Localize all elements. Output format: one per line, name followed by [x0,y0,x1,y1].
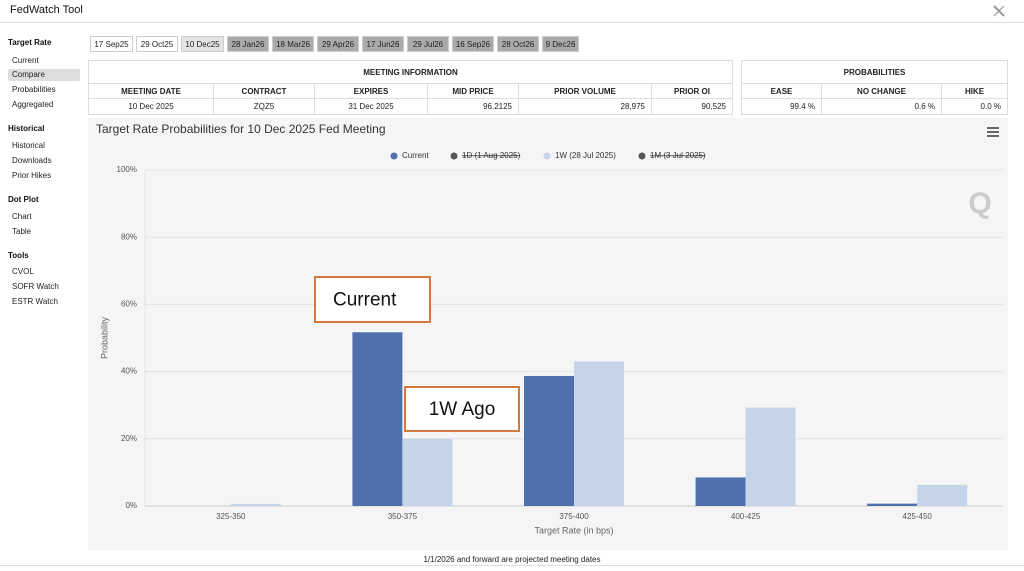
table-cell: 99.4 % [741,99,822,115]
x-tick-label: 425-450 [903,512,933,521]
y-tick-label: 100% [117,165,137,174]
sidebar-item[interactable]: Prior Hikes [12,171,52,180]
table-header: CONTRACT [214,84,315,99]
legend-label[interactable]: 1D (1 Aug 2025) [462,151,521,160]
table-header: PRIOR VOLUME [519,84,652,99]
bar [867,503,918,506]
table-group-header: MEETING INFORMATION [88,60,733,84]
y-tick-label: 80% [121,232,137,241]
bar [917,484,968,506]
legend-label[interactable]: 1M (3 Jul 2025) [650,151,706,160]
sidebar-item[interactable]: Downloads [12,156,52,165]
date-tab[interactable]: 29 Apr26 [317,36,359,52]
sidebar-section-title: Historical [8,124,45,133]
date-tab[interactable]: 17 Jun26 [362,36,404,52]
bar [230,503,281,506]
sidebar-item[interactable]: Historical [12,141,45,150]
table-cell: 0.0 % [942,99,1008,115]
annotation-text: Current [333,290,397,311]
x-tick-label: 325-350 [216,512,246,521]
date-tab[interactable]: 29 Jul26 [407,36,449,52]
table-header: HIKE [942,84,1008,99]
bar [402,438,453,506]
table-header: EASE [741,84,822,99]
footnote: 1/1/2026 and forward are projected meeti… [423,555,601,564]
date-tab[interactable]: 9 Dec26 [542,36,579,52]
y-tick-label: 0% [125,501,137,510]
y-axis-title: Probability [99,316,109,359]
x-tick-label: 400-425 [731,512,761,521]
date-tab[interactable]: 18 Mar26 [272,36,314,52]
date-tab[interactable]: 10 Dec25 [181,36,224,52]
bar [745,407,796,506]
sidebar-section-title: Dot Plot [8,195,39,204]
bar [695,477,746,506]
table-header: EXPIRES [315,84,428,99]
annotation-box [314,276,431,323]
sidebar-item[interactable]: Compare [8,69,80,81]
table-cell: 90,525 [652,99,733,115]
annotation-box [404,386,520,432]
legend-label[interactable]: 1W (28 Jul 2025) [555,151,616,160]
table-group-header: PROBABILITIES [741,60,1008,84]
bar [352,332,403,506]
x-tick-label: 350-375 [388,512,418,521]
annotation-text: 1W Ago [429,399,496,420]
legend-label[interactable]: Current [402,151,429,160]
table-cell: 31 Dec 2025 [315,99,428,115]
legend-marker [450,152,458,160]
header-rule [0,22,1024,23]
app-title: FedWatch Tool [10,4,83,16]
sidebar-item[interactable]: Aggregated [12,100,54,109]
sidebar-item[interactable]: Current [12,56,39,65]
bar [574,361,624,506]
date-tab[interactable]: 28 Oct26 [497,36,539,52]
table-header: MEETING DATE [88,84,214,99]
date-tab[interactable]: 28 Jan26 [227,36,269,52]
sidebar-item[interactable]: Chart [12,212,32,221]
x-tick-label: 375-400 [559,512,589,521]
legend-marker [390,152,398,160]
bar [524,375,574,506]
legend-marker [638,152,646,160]
table-cell: 96.2125 [428,99,519,115]
y-tick-label: 40% [121,367,137,376]
table-cell: 0.6 % [822,99,942,115]
x-axis-title: Target Rate (in bps) [534,525,613,535]
table-cell: 28,975 [519,99,652,115]
y-tick-label: 20% [121,434,137,443]
table-cell: ZQZ5 [214,99,315,115]
date-tab[interactable]: 29 Oct25 [136,36,178,52]
sidebar-item[interactable]: Table [12,227,32,236]
sidebar-section-title: Tools [8,251,29,260]
date-tab[interactable]: 16 Sep26 [452,36,494,52]
x-logo[interactable] [992,4,1006,18]
legend-marker [543,152,551,160]
watermark: Q [968,187,991,220]
sidebar-item[interactable]: SOFR Watch [12,282,59,291]
sidebar-item[interactable]: Probabilities [12,85,56,94]
table-header: NO CHANGE [822,84,942,99]
sidebar-item[interactable]: CVOL [12,267,34,276]
date-tab[interactable]: 17 Sep25 [90,36,133,52]
table-cell: 10 Dec 2025 [88,99,214,115]
sidebar-section-title: Target Rate [8,38,52,47]
table-header: PRIOR OI [652,84,733,99]
y-tick-label: 60% [121,300,137,309]
menu-icon[interactable] [987,127,999,137]
table-header: MID PRICE [428,84,519,99]
footer-rule [0,565,1024,566]
chart-title: Target Rate Probabilities for 10 Dec 202… [96,122,386,136]
sidebar-item[interactable]: ESTR Watch [12,297,58,306]
